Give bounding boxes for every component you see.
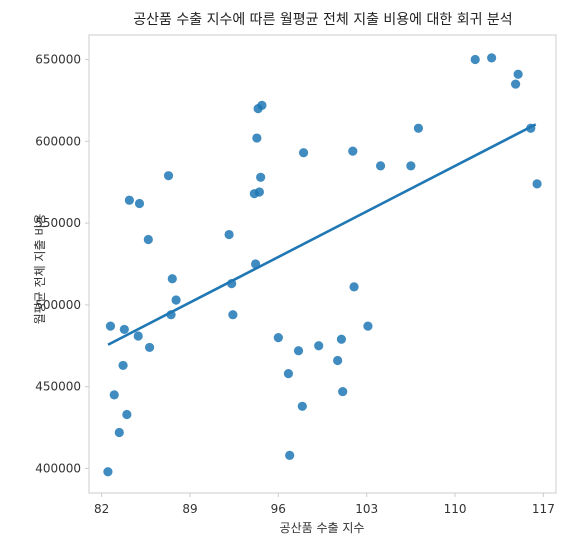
regression-line — [107, 123, 537, 346]
data-point — [413, 123, 424, 133]
data-point — [293, 346, 304, 356]
data-point — [487, 53, 497, 63]
x-axis-ticks: 82 89 96 103 110 117 — [94, 493, 555, 516]
x-tick-label: 96 — [271, 502, 286, 516]
data-point — [298, 148, 309, 158]
data-point — [133, 331, 143, 341]
data-point — [124, 195, 134, 205]
x-tick-label: 89 — [182, 502, 197, 516]
data-point — [406, 161, 416, 171]
data-point — [273, 333, 283, 343]
x-tick-label: 110 — [444, 502, 467, 516]
data-point — [167, 274, 177, 284]
data-point — [119, 324, 129, 335]
data-point — [105, 321, 116, 331]
chart-title: 공산품 수출 지수에 따른 월평균 전체 지출 비용에 대한 회귀 분석 — [133, 12, 512, 28]
data-point — [252, 133, 262, 143]
data-point — [163, 171, 174, 181]
data-point — [171, 295, 181, 305]
data-point — [254, 187, 264, 197]
data-point — [333, 355, 343, 366]
data-point — [134, 198, 145, 209]
data-point — [118, 360, 128, 371]
data-point — [122, 409, 132, 420]
y-tick-label: 500000 — [35, 298, 81, 312]
x-tick-label: 117 — [532, 502, 555, 516]
data-point — [109, 390, 119, 400]
x-axis-label: 공산품 수출 지수 — [280, 521, 365, 535]
y-tick-label: 400000 — [35, 461, 81, 475]
data-point — [363, 321, 373, 331]
data-point — [143, 234, 153, 245]
data-point — [470, 54, 480, 65]
data-point — [349, 282, 359, 292]
data-point — [224, 229, 234, 240]
data-point — [297, 401, 307, 411]
data-point — [511, 79, 521, 89]
y-tick-label: 450000 — [35, 380, 81, 394]
regression-line-group — [107, 123, 537, 346]
data-point — [375, 161, 386, 171]
y-tick-label: 650000 — [35, 53, 81, 67]
y-tick-label: 600000 — [35, 134, 81, 148]
data-point — [348, 146, 358, 156]
data-point — [285, 450, 295, 460]
data-point — [256, 172, 266, 182]
data-point — [228, 310, 238, 320]
data-point — [314, 341, 324, 351]
y-axis-ticks: 400000 450000 500000 550000 600000 650000 — [35, 53, 89, 475]
data-point — [103, 467, 113, 477]
data-point — [257, 100, 267, 110]
data-point — [336, 334, 347, 344]
data-point — [283, 368, 294, 379]
plot-frame — [88, 34, 557, 494]
data-point — [144, 342, 155, 353]
data-point — [338, 386, 348, 397]
x-tick-label: 103 — [355, 502, 378, 516]
data-point — [532, 179, 542, 189]
x-tick-label: 82 — [94, 502, 109, 516]
y-axis-label: 월평균 전체 지출 비용 — [33, 214, 47, 325]
y-tick-label: 550000 — [35, 216, 81, 230]
data-point — [513, 69, 523, 79]
data-point — [114, 427, 124, 438]
scatter-points — [103, 53, 542, 477]
